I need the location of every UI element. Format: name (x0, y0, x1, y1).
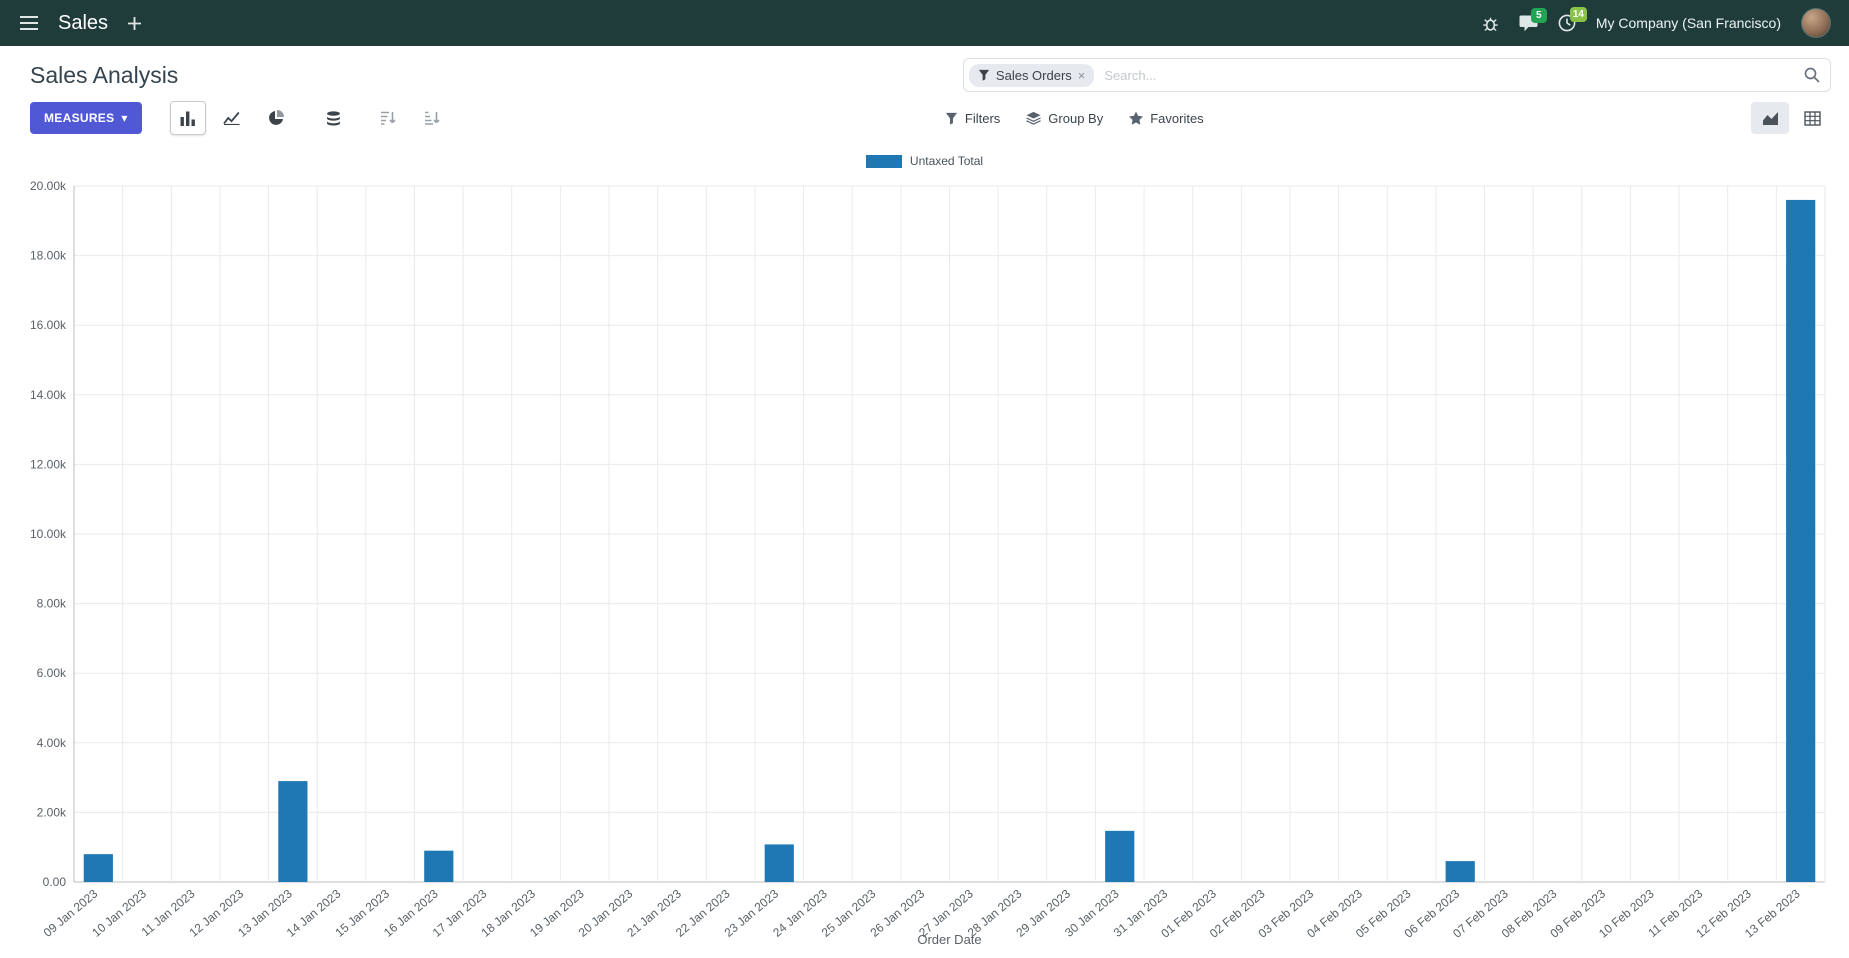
search-icon[interactable] (1804, 67, 1820, 83)
bar-chart-icon (180, 111, 195, 126)
chart-legend[interactable]: Untaxed Total (16, 148, 1833, 174)
sort-asc-icon (424, 111, 440, 125)
bar-06-feb-2023[interactable] (1445, 861, 1475, 882)
search-options: Filters Group By Favorites (945, 111, 1204, 126)
favorites-button-label: Favorites (1150, 110, 1204, 126)
debug-button[interactable] (1482, 15, 1499, 32)
measures-button-label: MEASURES (44, 111, 115, 125)
filters-button[interactable]: Filters (945, 111, 1000, 126)
y-tick-label: 20.00k (30, 179, 67, 193)
search-facet[interactable]: Sales Orders × (968, 63, 1095, 87)
navbar-systray: 5 14 My Company (San Francisco) (1482, 7, 1831, 38)
group-by-button[interactable]: Group By (1026, 111, 1103, 126)
y-tick-label: 12.00k (30, 457, 67, 471)
filter-icon (978, 69, 990, 81)
y-tick-label: 2.00k (37, 805, 67, 819)
y-tick-label: 18.00k (30, 249, 67, 263)
bar-13-jan-2023[interactable] (278, 781, 308, 882)
hamburger-icon (20, 16, 38, 30)
line-chart-icon (223, 111, 240, 125)
bug-icon (1483, 17, 1498, 31)
sort-descending-button[interactable] (370, 101, 406, 135)
pie-chart-button[interactable] (258, 101, 294, 135)
search-input[interactable] (1094, 67, 1804, 83)
layers-icon (1026, 111, 1042, 125)
bar-09-jan-2023[interactable] (83, 854, 113, 882)
app-title[interactable]: Sales (58, 11, 109, 34)
graph-view-icon (1762, 111, 1778, 125)
bar-chart: 0.00 2.00k 4.00k 6.00k 8.00k 10.00k 12.00k 14.0… (30, 179, 1826, 947)
graph-view-button[interactable] (1751, 102, 1789, 134)
control-panel: Sales Analysis Sales Orders × MEASURES ▾ (0, 46, 1849, 148)
group-by-button-label: Group By (1048, 110, 1104, 126)
star-icon (1129, 111, 1144, 125)
sort-ascending-button[interactable] (414, 101, 450, 135)
new-window-button[interactable] (126, 15, 143, 32)
sort-desc-icon (380, 111, 396, 125)
y-tick-label: 16.00k (30, 318, 67, 332)
pivot-view-button[interactable] (1793, 102, 1831, 134)
bar-chart-button[interactable] (169, 101, 206, 135)
favorites-button[interactable]: Favorites (1129, 110, 1204, 126)
legend-label: Untaxed Total (909, 154, 984, 168)
bar-16-jan-2023[interactable] (424, 850, 454, 882)
y-tick-label: 0.00 (43, 875, 67, 889)
chart-type-switcher (169, 101, 450, 135)
caret-down-icon: ▾ (121, 111, 128, 125)
plus-icon (128, 16, 142, 30)
company-switcher[interactable]: My Company (San Francisco) (1595, 15, 1781, 31)
apps-menu-button[interactable] (18, 14, 40, 32)
y-tick-label: 10.00k (30, 527, 67, 541)
x-axis-title: Order Date (917, 932, 981, 947)
facet-remove-icon[interactable]: × (1077, 67, 1086, 83)
messages-badge: 5 (1530, 7, 1547, 23)
filters-button-label: Filters (964, 110, 1001, 126)
clock-icon (1558, 14, 1576, 32)
line-chart-button[interactable] (214, 101, 250, 135)
stacked-icon (327, 110, 341, 125)
chart-area: Untaxed Total 0.00 2.00k 4.00k 6.00k 8.00k 10… (0, 148, 1849, 952)
bar-30-jan-2023[interactable] (1105, 830, 1135, 882)
pie-chart-icon (268, 110, 284, 125)
y-tick-label: 4.00k (37, 736, 67, 750)
page-title: Sales Analysis (30, 61, 179, 88)
filters-icon (945, 112, 957, 125)
view-switcher (1751, 102, 1831, 134)
legend-swatch (865, 154, 902, 168)
top-navbar: Sales 5 14 My Company (San Francisco) (0, 0, 1849, 46)
measures-button[interactable]: MEASURES ▾ (30, 102, 142, 134)
messages-button[interactable]: 5 (1519, 7, 1547, 32)
stacked-toggle-button[interactable] (316, 101, 352, 135)
search-facet-label: Sales Orders (995, 67, 1072, 83)
y-tick-label: 8.00k (37, 597, 67, 611)
pivot-view-icon (1803, 110, 1821, 126)
activities-button[interactable]: 14 (1558, 7, 1587, 32)
search-bar[interactable]: Sales Orders × (962, 58, 1831, 92)
user-avatar[interactable] (1801, 8, 1831, 38)
bar-13-feb-2023[interactable] (1786, 199, 1816, 883)
bar-23-jan-2023[interactable] (764, 844, 794, 882)
activities-badge: 14 (1569, 7, 1587, 22)
y-tick-label: 14.00k (30, 388, 67, 402)
y-tick-label: 6.00k (37, 666, 67, 680)
